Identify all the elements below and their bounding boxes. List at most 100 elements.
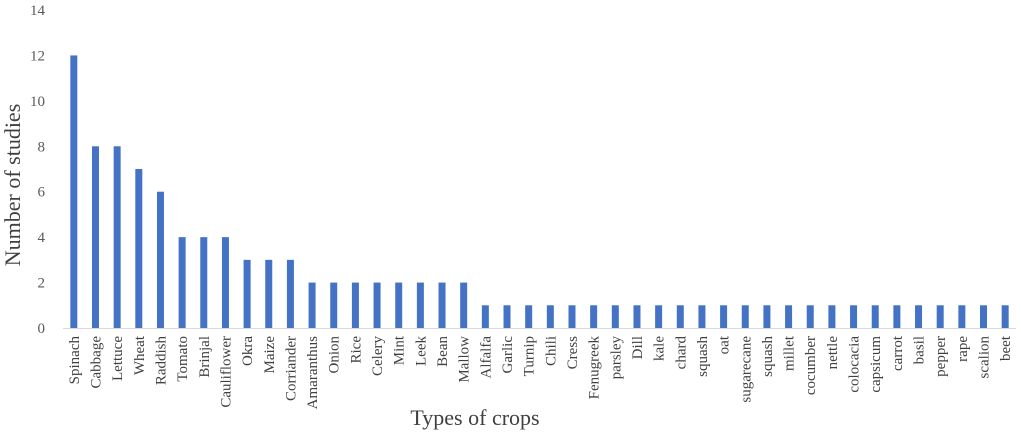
- bar: [763, 305, 771, 328]
- bar: [720, 305, 728, 328]
- x-tick-label: Mallow: [457, 336, 473, 383]
- y-axis-title: Number of studies: [0, 104, 25, 267]
- x-tick-label: Okra: [240, 336, 256, 366]
- y-tick-label: 8: [38, 139, 46, 155]
- bar: [438, 282, 446, 328]
- x-tick-label: Raddish: [153, 336, 169, 386]
- bar: [850, 305, 858, 328]
- bar: [91, 146, 99, 328]
- x-tick-label: cocumber: [803, 336, 819, 395]
- bar: [633, 305, 641, 328]
- bar: [308, 282, 316, 328]
- bar: [286, 259, 294, 328]
- x-tick-label: Cress: [565, 336, 581, 369]
- x-tick-label: Celery: [370, 336, 386, 376]
- bar: [958, 305, 966, 328]
- x-tick-label: carrot: [890, 335, 906, 371]
- y-axis-ticks: 0 2 4 6 8 10 12 14: [30, 3, 46, 337]
- bar: [785, 305, 793, 328]
- bar: [568, 305, 576, 328]
- bar: [806, 305, 814, 328]
- x-tick-label: sugarecane: [738, 336, 754, 403]
- bar: [243, 259, 251, 328]
- y-tick-label: 6: [38, 185, 46, 201]
- bar: [178, 237, 186, 328]
- x-tick-label: Corriander: [283, 336, 299, 401]
- x-tick-label: Cabbage: [88, 336, 104, 389]
- x-axis-title: Types of crops: [410, 405, 539, 430]
- bar: [70, 55, 78, 329]
- x-tick-label: pepper: [933, 336, 949, 377]
- bar: [156, 191, 164, 328]
- x-tick-label: scalion: [977, 336, 993, 379]
- x-tick-label: Mint: [392, 335, 408, 365]
- bars: [70, 55, 1009, 329]
- x-tick-label: Rice: [348, 336, 364, 364]
- bar: [893, 305, 901, 328]
- bar: [200, 237, 208, 328]
- bar: [1001, 305, 1009, 328]
- bar: [590, 305, 598, 328]
- bar: [395, 282, 403, 328]
- x-tick-label: Spinach: [67, 336, 83, 385]
- bar: [828, 305, 836, 328]
- x-tick-label: nettle: [825, 336, 841, 370]
- x-tick-label: Leek: [413, 336, 429, 366]
- bar: [460, 282, 468, 328]
- x-tick-label: Chili: [543, 336, 559, 366]
- x-tick-label: oat: [717, 335, 733, 354]
- bar: [915, 305, 923, 328]
- bar: [546, 305, 554, 328]
- bar: [676, 305, 684, 328]
- y-tick-label: 4: [38, 230, 46, 246]
- x-tick-label: Cauliflower: [218, 336, 234, 408]
- bar: [135, 169, 143, 328]
- bar: [351, 282, 359, 328]
- x-tick-label: basil: [912, 336, 928, 364]
- y-tick-label: 12: [30, 48, 45, 64]
- x-tick-label: Amaranthus: [305, 336, 321, 409]
- x-tick-label: Turnip: [522, 336, 538, 376]
- y-tick-label: 0: [38, 321, 46, 337]
- bar: [936, 305, 944, 328]
- bar: [330, 282, 338, 328]
- bar: [416, 282, 424, 328]
- x-tick-label: Wheat: [132, 335, 148, 375]
- x-tick-label: Dill: [630, 336, 646, 359]
- x-tick-label: millet: [782, 335, 798, 371]
- bar: [373, 282, 381, 328]
- x-tick-label: Maize: [262, 336, 278, 374]
- x-tick-label: Tomato: [175, 336, 191, 382]
- x-tick-label: Lettuce: [110, 336, 126, 381]
- bar: [655, 305, 663, 328]
- x-axis-labels: Spinach Cabbage Lettuce Wheat Raddish Tomato B…: [67, 335, 1014, 409]
- bar: [871, 305, 879, 328]
- x-tick-label: capsicum: [868, 336, 884, 393]
- x-tick-label: Onion: [327, 336, 343, 374]
- x-tick-label: squash: [695, 336, 711, 377]
- bar: [525, 305, 533, 328]
- bar: [698, 305, 706, 328]
- x-tick-label: Alfalfa: [478, 336, 494, 379]
- bar: [113, 146, 121, 328]
- x-tick-label: chard: [673, 336, 689, 370]
- x-tick-label: squash: [760, 336, 776, 377]
- x-tick-label: Brinjal: [197, 336, 213, 378]
- y-tick-label: 2: [38, 276, 46, 292]
- bar: [980, 305, 988, 328]
- x-tick-label: rape: [955, 336, 971, 362]
- bar: [221, 237, 229, 328]
- bar: [503, 305, 511, 328]
- x-tick-label: parsley: [608, 336, 624, 380]
- y-tick-label: 10: [30, 94, 45, 110]
- x-tick-label: Bean: [435, 336, 451, 367]
- x-tick-label: kale: [652, 336, 668, 361]
- x-tick-label: colocacia: [847, 336, 863, 393]
- bar: [265, 259, 273, 328]
- x-tick-label: beet: [998, 335, 1014, 361]
- y-tick-label: 14: [30, 3, 46, 19]
- bar: [481, 305, 489, 328]
- x-tick-label: Garlic: [500, 336, 516, 374]
- x-tick-label: Fenugreek: [587, 336, 603, 400]
